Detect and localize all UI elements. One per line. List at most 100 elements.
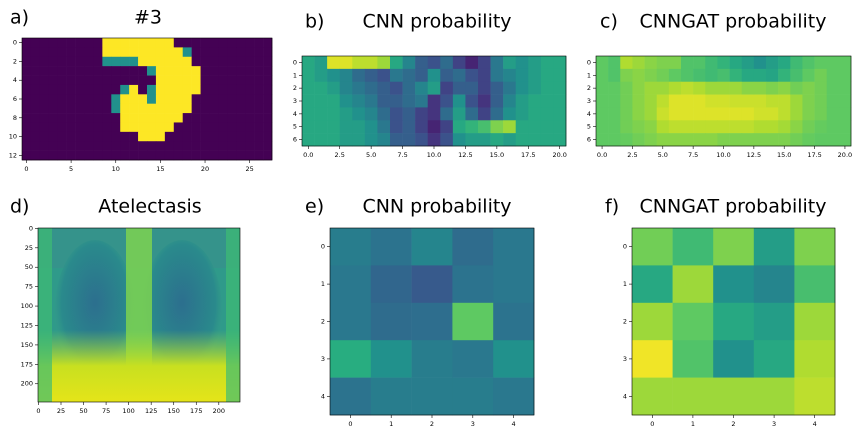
heatmap-cell [403, 56, 416, 69]
heatmap-cell [673, 303, 714, 341]
heatmap-cell [516, 69, 529, 82]
heatmap-cell [40, 151, 49, 161]
heatmap-cell [754, 303, 795, 341]
heatmap-cell [465, 56, 478, 69]
heatmap-cell [669, 82, 681, 95]
heatmap-cell [192, 141, 201, 151]
heatmap-cell [705, 107, 717, 120]
heatmap-cell [201, 132, 210, 142]
heatmap-cell [93, 113, 102, 123]
heatmap-cell [415, 69, 428, 82]
heatmap-cell [371, 303, 412, 341]
heatmap-cell [453, 95, 466, 108]
heatmap-cell [705, 95, 717, 108]
heatmap-cell [49, 104, 58, 114]
heatmap-cell [428, 69, 441, 82]
heatmap-cell [491, 95, 504, 108]
heatmap-cell [415, 95, 428, 108]
heatmap-cell [58, 113, 67, 123]
heatmap-cell [352, 82, 365, 95]
heatmap-cell [754, 56, 766, 69]
heatmap-cell [165, 85, 174, 95]
heatmap-cell [138, 85, 147, 95]
heatmap-cell [67, 132, 76, 142]
heatmap-cell [730, 69, 742, 82]
heatmap-cell [129, 141, 138, 151]
heatmap-cell [210, 141, 219, 151]
heatmap-cell [138, 66, 147, 76]
heatmap-cell [236, 76, 245, 86]
heatmap-cell [156, 151, 165, 161]
heatmap-cell [717, 69, 729, 82]
heatmap-cell [340, 95, 353, 108]
heatmap-cell [40, 141, 49, 151]
heatmap-cell [657, 107, 669, 120]
heatmap-cell [815, 107, 827, 120]
heatmap-cell [174, 113, 183, 123]
y-tick-label: 3 [587, 97, 591, 105]
heatmap-cell [669, 120, 681, 133]
heatmap-cell [440, 82, 453, 95]
heatmap-cell [93, 141, 102, 151]
heatmap-cell [302, 107, 315, 120]
heatmap-cell [742, 95, 754, 108]
heatmap-cell [730, 82, 742, 95]
heatmap-cell [263, 132, 272, 142]
heatmap-cell [541, 133, 554, 146]
heatmap-cell [263, 151, 272, 161]
heatmap-cell [174, 47, 183, 57]
heatmap-cell [730, 133, 742, 146]
heatmap-cell [415, 56, 428, 69]
heatmap-cell [156, 94, 165, 104]
heatmap-cell [67, 85, 76, 95]
heatmap-cell [254, 94, 263, 104]
heatmap-cell [129, 47, 138, 57]
heatmap-cell [183, 113, 192, 123]
heatmap-cell [541, 82, 554, 95]
x-tick-label: 10.0 [716, 151, 730, 159]
y-tick-label: 25 [25, 244, 33, 252]
heatmap-cell [839, 120, 851, 133]
heatmap-cell [210, 113, 219, 123]
heatmap-cell [254, 66, 263, 76]
x-tick-label: 10.0 [427, 151, 441, 159]
heatmap-cell [541, 120, 554, 133]
heatmap-cell [245, 76, 254, 86]
heatmap-cell [183, 66, 192, 76]
heatmap-cell [147, 47, 156, 57]
heatmap-cell [192, 94, 201, 104]
x-tick-label: 5.0 [658, 151, 668, 159]
heatmap-cell [717, 120, 729, 133]
y-tick-label: 5 [587, 123, 591, 131]
heatmap-cell [93, 122, 102, 132]
heatmap-cell [673, 378, 714, 416]
panel-title: CNN probability [362, 196, 511, 218]
heatmap-cell [76, 76, 85, 86]
heatmap-cell [412, 340, 453, 378]
heatmap-cell [129, 94, 138, 104]
y-tick-label: 12 [9, 151, 17, 159]
heatmap-cell [93, 38, 102, 48]
heatmap-cell [93, 66, 102, 76]
heatmap-cell [120, 85, 129, 95]
heatmap-cell [516, 133, 529, 146]
heatmap-cell [428, 56, 441, 69]
heatmap-cell [67, 66, 76, 76]
heatmap-cell [192, 66, 201, 76]
heatmap-cell [85, 38, 94, 48]
heatmap-cell [263, 122, 272, 132]
heatmap-cell [40, 104, 49, 114]
heatmap-cell [67, 57, 76, 67]
heatmap-cell [528, 69, 541, 82]
heatmap-cell [302, 120, 315, 133]
heatmap-cell [491, 107, 504, 120]
y-tick-label: 3 [623, 355, 627, 363]
heatmap-cell [657, 69, 669, 82]
heatmap-cell [218, 57, 227, 67]
heatmap-cell [645, 133, 657, 146]
heatmap-cell [632, 133, 644, 146]
y-tick-label: 150 [21, 341, 33, 349]
heatmap-cell [365, 56, 378, 69]
heatmap-cell [76, 141, 85, 151]
heatmap-cell [147, 122, 156, 132]
